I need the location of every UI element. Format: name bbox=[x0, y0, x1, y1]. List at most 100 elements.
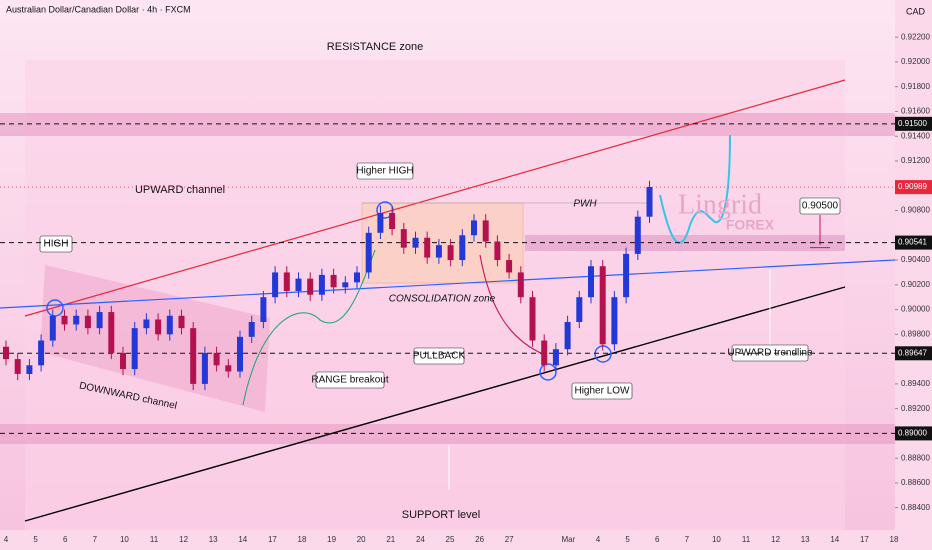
currency: CAD bbox=[906, 6, 926, 16]
candle-body bbox=[365, 232, 372, 273]
candle-body bbox=[178, 315, 185, 329]
x-tick-label: 13 bbox=[801, 535, 810, 544]
annotation: PULLBACK bbox=[413, 351, 466, 362]
price-tag: 0.91500 bbox=[898, 119, 927, 128]
label-box bbox=[315, 371, 385, 389]
y-tick-label: 0.89800 bbox=[901, 329, 930, 338]
candle-body bbox=[166, 315, 173, 335]
candle-body bbox=[190, 328, 197, 384]
watermark: FOREX bbox=[726, 217, 775, 233]
candle-body bbox=[330, 274, 337, 288]
y-tick-label: 0.91400 bbox=[901, 131, 930, 140]
y-tick-label: 0.91200 bbox=[901, 156, 930, 165]
candle-body bbox=[623, 253, 630, 298]
candle-body bbox=[283, 272, 290, 292]
annotation: SUPPORT level bbox=[402, 509, 480, 521]
x-tick-label: 4 bbox=[596, 535, 601, 544]
candle-body bbox=[84, 315, 91, 329]
x-tick-label: 24 bbox=[416, 535, 425, 544]
candle-body bbox=[517, 272, 524, 298]
x-tick-label: 26 bbox=[475, 535, 484, 544]
candle-body bbox=[73, 315, 80, 325]
annotation: RANGE breakout bbox=[311, 375, 388, 386]
annotation: PWH bbox=[573, 199, 597, 210]
pullback-arrow bbox=[479, 254, 546, 356]
x-tick-label: 25 bbox=[446, 535, 455, 544]
candle-body bbox=[552, 349, 559, 366]
y-tick-label: 0.92200 bbox=[901, 32, 930, 41]
candle-body bbox=[354, 272, 360, 283]
price-tag: 0.89647 bbox=[898, 348, 927, 357]
candle-body bbox=[3, 346, 9, 360]
y-tick-label: 0.88800 bbox=[901, 453, 930, 462]
x-tick-label: 5 bbox=[33, 535, 38, 544]
price-tag-bg bbox=[895, 346, 932, 361]
candle-body bbox=[599, 266, 606, 345]
y-tick-label: 0.90200 bbox=[901, 280, 930, 289]
candle-body bbox=[307, 278, 314, 295]
candle-body bbox=[272, 272, 279, 298]
x-tick-label: 10 bbox=[712, 535, 721, 544]
downward-channel bbox=[40, 265, 270, 412]
candle-body bbox=[634, 216, 641, 254]
annotation: UPWARD channel bbox=[135, 184, 225, 196]
candle-body bbox=[143, 319, 150, 329]
candle-body bbox=[342, 282, 349, 288]
y-tick-label: 0.90400 bbox=[901, 255, 930, 264]
candle-body bbox=[201, 352, 208, 384]
candle-body bbox=[494, 241, 501, 261]
x-tick-label: 6 bbox=[655, 535, 660, 544]
candle-body bbox=[435, 245, 442, 258]
candle-body bbox=[295, 278, 302, 292]
candle-body bbox=[225, 365, 232, 372]
candle-body bbox=[412, 237, 419, 248]
annotation: CONSOLIDATION zone bbox=[389, 294, 496, 305]
breakout-arrow bbox=[242, 249, 376, 406]
y-tick-label: 0.91600 bbox=[901, 107, 930, 116]
resistance-band bbox=[0, 113, 895, 136]
watermark: Lingrid bbox=[678, 189, 762, 220]
candle-body bbox=[424, 237, 431, 258]
candle-body bbox=[506, 260, 513, 273]
forecast-path bbox=[659, 134, 731, 244]
time-axis-bg bbox=[0, 530, 932, 550]
candle-body bbox=[576, 297, 583, 322]
candle-body bbox=[213, 352, 220, 366]
y-tick-label: 0.89400 bbox=[901, 379, 930, 388]
candle-body bbox=[541, 340, 548, 366]
x-tick-label: 14 bbox=[830, 535, 839, 544]
x-tick-label: 5 bbox=[625, 535, 630, 544]
candle-body bbox=[96, 312, 103, 329]
x-tick-label: 11 bbox=[742, 535, 751, 544]
x-tick-label: 18 bbox=[298, 535, 307, 544]
x-tick-label: 27 bbox=[505, 535, 514, 544]
label-box bbox=[356, 162, 414, 180]
candle-body bbox=[108, 312, 115, 353]
candle-body bbox=[49, 315, 56, 341]
candle-body bbox=[26, 365, 33, 374]
last-price-tag: 0.90989 bbox=[898, 182, 927, 191]
price-tag: 0.89000 bbox=[898, 429, 927, 438]
x-tick-label: 14 bbox=[238, 535, 247, 544]
price-tag: 0.90541 bbox=[898, 238, 927, 247]
annotation: Higher HIGH bbox=[356, 166, 413, 177]
x-tick-label: 17 bbox=[860, 535, 869, 544]
candle-body bbox=[588, 266, 594, 298]
candle-body bbox=[38, 340, 45, 366]
x-tick-label: 10 bbox=[120, 535, 129, 544]
candle-body bbox=[400, 229, 407, 248]
y-tick-label: 0.88600 bbox=[901, 478, 930, 487]
y-tick-label: 0.90800 bbox=[901, 206, 930, 215]
support-channel-line bbox=[24, 286, 846, 522]
candle-body bbox=[318, 274, 325, 295]
candle-body bbox=[120, 352, 126, 370]
x-tick-label: 21 bbox=[386, 535, 395, 544]
annotation: HIGH bbox=[44, 239, 69, 250]
label-box bbox=[799, 197, 841, 215]
y-tick-label: 0.92000 bbox=[901, 57, 930, 66]
candle-body bbox=[14, 359, 21, 374]
annotation: UPWARD trendline bbox=[727, 348, 813, 359]
candle-body bbox=[447, 245, 454, 261]
candle-body bbox=[389, 212, 396, 230]
